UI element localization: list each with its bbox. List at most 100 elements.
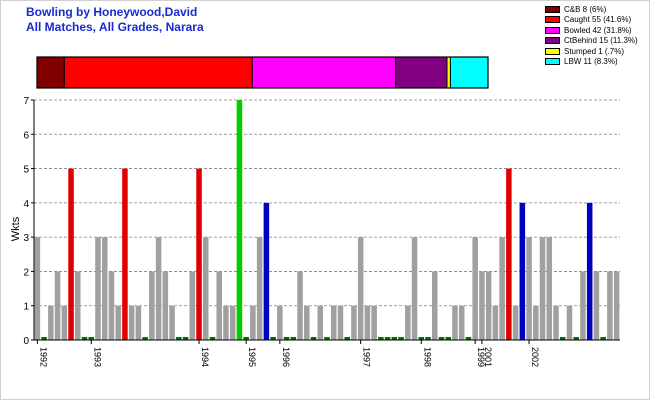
data-bar — [81, 337, 88, 340]
legend-item-caught: Caught 55 (41.6%) — [545, 15, 638, 26]
x-tick-label: 2001 — [483, 347, 493, 367]
stacked-bar-outline — [36, 56, 489, 89]
data-bar — [371, 305, 377, 340]
data-bar — [182, 337, 189, 340]
legend-swatch — [545, 26, 560, 34]
data-bar — [310, 337, 317, 340]
data-bar — [566, 305, 573, 340]
data-bar — [425, 337, 431, 340]
data-bar — [122, 168, 128, 340]
data-bar — [54, 271, 61, 340]
data-bar — [384, 337, 391, 340]
stacked-segment — [449, 56, 489, 89]
data-bar — [378, 337, 384, 340]
legend-item-cb: C&B 8 (6%) — [545, 4, 638, 15]
data-bar — [539, 237, 546, 340]
x-tick-label: 1992 — [38, 347, 48, 367]
data-bar — [580, 271, 586, 340]
data-bar — [135, 305, 142, 340]
stacked-segment — [36, 56, 65, 89]
data-bar — [438, 337, 445, 340]
data-bar — [492, 305, 499, 340]
y-tick-label: 0 — [23, 336, 29, 347]
legend-item-stumped: Stumped 1 (.7%) — [545, 46, 638, 57]
data-bar — [553, 305, 559, 340]
stacked-segment — [251, 56, 397, 89]
y-axis-label: Wkts — [10, 216, 22, 241]
data-bar — [189, 271, 196, 340]
y-tick-label: 5 — [23, 165, 29, 176]
data-bar — [432, 271, 438, 340]
data-bar — [128, 305, 135, 340]
data-bar — [34, 237, 41, 340]
legend-swatch — [545, 58, 560, 66]
data-bar — [418, 337, 425, 340]
data-bar — [256, 237, 263, 340]
data-bar — [586, 202, 593, 340]
data-bar — [445, 337, 452, 340]
data-bar — [41, 337, 47, 340]
data-bar — [330, 305, 337, 340]
data-bar — [613, 271, 620, 340]
data-bar — [88, 337, 95, 340]
legend-swatch — [545, 37, 560, 45]
data-bar — [162, 271, 169, 340]
data-bar — [304, 305, 310, 340]
data-bar — [202, 237, 209, 340]
y-tick-label: 2 — [23, 267, 29, 278]
chart-title: Bowling by Honeywood,David — [26, 5, 198, 19]
data-bar — [155, 237, 162, 340]
data-bar — [243, 337, 249, 340]
data-bar — [364, 305, 371, 340]
data-bar — [108, 271, 115, 340]
data-bar — [209, 337, 216, 340]
data-bar — [176, 337, 182, 340]
data-bar — [223, 305, 229, 340]
data-bar — [250, 305, 256, 340]
legend-label: Stumped 1 (.7%) — [564, 46, 625, 56]
data-bar — [391, 337, 398, 340]
stacked-segment — [63, 56, 253, 89]
x-tick-label: 1995 — [247, 347, 257, 367]
data-bar — [458, 305, 465, 340]
legend: C&B 8 (6%) Caught 55 (41.6%) Bowled 42 (… — [545, 4, 638, 67]
data-bar — [526, 237, 532, 340]
x-tick-label: 2002 — [530, 347, 540, 367]
y-tick-label: 4 — [23, 199, 29, 210]
y-tick-label: 1 — [23, 302, 29, 313]
x-tick-label: 1996 — [281, 347, 291, 367]
legend-label: LBW 11 (8.3%) — [564, 57, 618, 67]
x-tick-label: 1997 — [362, 347, 372, 367]
data-bar — [115, 305, 121, 340]
data-bar — [290, 337, 297, 340]
data-bar — [236, 100, 243, 340]
data-bar — [229, 305, 236, 340]
x-tick-label: 1994 — [200, 347, 210, 367]
data-bar — [95, 237, 101, 340]
data-bar — [479, 271, 485, 340]
data-bar — [283, 337, 290, 340]
data-bar — [270, 337, 276, 340]
data-bar — [499, 237, 505, 340]
data-bar — [405, 305, 411, 340]
x-tick-label: 1998 — [422, 347, 432, 367]
data-bar — [297, 271, 303, 340]
data-bar — [317, 305, 324, 340]
data-bar — [411, 237, 418, 340]
data-bar — [142, 337, 148, 340]
data-bar — [485, 271, 492, 340]
data-bar — [344, 337, 350, 340]
data-bar — [533, 305, 539, 340]
data-bar — [398, 337, 404, 340]
data-bar — [607, 271, 613, 340]
y-tick-label: 3 — [23, 233, 29, 244]
data-bar — [101, 237, 108, 340]
data-bar — [216, 271, 222, 340]
legend-item-lbw: LBW 11 (8.3%) — [545, 57, 638, 68]
x-tick-label: 1999 — [476, 347, 486, 367]
legend-swatch — [545, 16, 560, 24]
data-bar — [472, 237, 478, 340]
data-bar — [351, 305, 357, 340]
legend-swatch — [545, 47, 560, 55]
